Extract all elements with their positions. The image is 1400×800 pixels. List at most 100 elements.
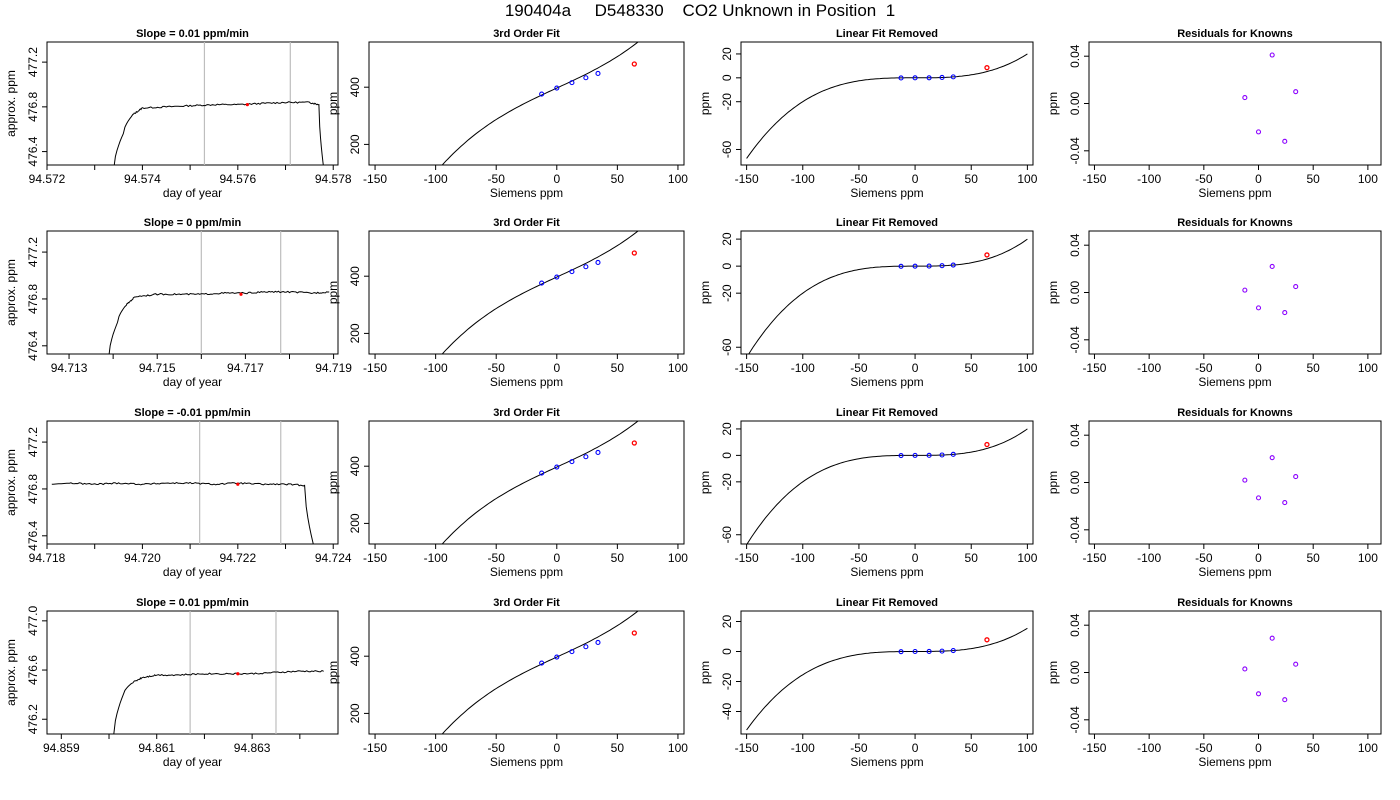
known-standard-point [1255,691,1262,697]
x-tick-label: 50 [965,741,979,755]
y-tick-label: -20 [720,673,734,691]
known-standard-point [926,648,932,654]
known-standard-point [1242,477,1248,483]
x-axis-label: Siemens ppm [1198,565,1271,579]
known-standard-point [569,649,575,655]
y-tick-label: -60 [720,526,734,544]
ppm-trace [51,481,314,544]
known-standard-point [539,470,545,476]
x-tick-label: 100 [668,361,688,375]
y-tick-label: -0.04 [1068,326,1082,354]
y-tick-label: 0.04 [1068,233,1082,257]
plot-area [746,53,1028,159]
known-standard-point [1255,495,1262,501]
plot-area [1242,635,1299,703]
x-tick-label: 100 [1017,361,1037,375]
plot-frame [1088,230,1382,355]
y-tick-label: 0 [720,452,734,459]
x-tick-label: 94.713 [51,361,88,375]
plot-area [441,42,639,165]
x-tick-label: 94.861 [138,741,175,755]
plot-frame [1088,420,1382,545]
x-tick-label: -150 [1082,361,1106,375]
known-standard-point [1242,666,1248,672]
x-tick-label: -100 [1137,551,1161,565]
y-tick-label: 400 [348,77,362,97]
known-standard-point [1242,287,1248,293]
known-standard-point [912,75,918,81]
panel-title: Linear Fit Removed [836,597,938,609]
x-tick-label: -100 [424,741,448,755]
x-tick-label: 50 [1307,361,1321,375]
x-tick-label: 100 [1358,551,1378,565]
known-standard-point [583,264,589,270]
x-tick-label: 100 [668,172,688,186]
plot-area [746,428,1028,544]
x-tick-label: 100 [1358,172,1378,186]
x-axis-label: day of year [163,565,222,579]
known-standard-point [939,648,945,654]
y-axis-label: ppm [1046,471,1060,494]
plot-frame [740,610,1034,735]
x-axis-label: Siemens ppm [850,565,923,579]
plot-frame [368,420,685,545]
known-standard-point [569,80,575,86]
y-axis-label: ppm [326,281,340,304]
x-tick-label: 0 [1255,361,1262,375]
known-standard-point [926,75,932,81]
fit-curve [441,421,639,544]
x-tick-label: 0 [553,551,560,565]
plot-area [51,421,314,544]
x-tick-label: 100 [1017,741,1037,755]
ppm-trace [113,670,324,734]
x-axis-label: Siemens ppm [490,565,563,579]
x-tick-label: -150 [735,551,759,565]
known-standard-point [1255,305,1262,311]
x-axis-label: Siemens ppm [1198,375,1271,389]
x-tick-label: -150 [735,361,759,375]
y-tick-label: -0.04 [1068,137,1082,165]
panel-title: Slope = 0.01 ppm/min [136,597,249,609]
x-tick-label: -50 [1195,741,1213,755]
fit-curve [746,428,1028,544]
y-tick-label: 476.4 [26,136,40,166]
y-tick-label: 0 [720,74,734,81]
fit-curve [441,42,639,165]
panel-title: 3rd Order Fit [493,407,560,419]
x-tick-label: 100 [668,741,688,755]
x-tick-label: 0 [553,172,560,186]
x-tick-label: -150 [1082,741,1106,755]
y-tick-label: -20 [720,93,734,111]
known-standard-point [1282,697,1288,703]
panel-r2-c3: Linear Fit Removed Siemens ppm ppm -150 -100… [698,217,1038,389]
panel-r2-c4: Residuals for Knowns Siemens ppm ppm -150 -1… [1046,217,1382,389]
known-standard-point [569,459,575,465]
plot-area [441,231,639,354]
known-standard-point [950,648,956,654]
x-tick-label: -150 [363,361,387,375]
x-tick-label: 50 [611,361,625,375]
y-tick-label: 476.6 [26,655,40,685]
ppm-trace [113,101,324,165]
known-standard-point [912,648,918,655]
known-standard-point [539,280,545,286]
x-tick-label: 50 [1307,551,1321,565]
y-tick-label: -0.04 [1068,516,1082,544]
y-tick-label: 200 [348,134,362,154]
known-standard-point [1293,89,1299,95]
known-standard-point [1269,635,1275,641]
y-tick-label: 476.4 [26,520,40,550]
x-tick-label: -100 [1137,361,1161,375]
x-tick-label: -150 [363,741,387,755]
unknown-mean-point [239,292,243,296]
panel-r2-c2: 3rd Order Fit Siemens ppm ppm -150 -100 -50 0 5… [326,217,688,389]
x-tick-label: 50 [965,172,979,186]
known-standard-point [554,85,560,91]
panel-title: Residuals for Knowns [1177,28,1293,40]
known-standard-point [950,262,956,268]
x-tick-label: 0 [553,741,560,755]
x-tick-label: -100 [1137,172,1161,186]
y-axis-label: ppm [1046,281,1060,304]
plot-area [441,421,639,544]
